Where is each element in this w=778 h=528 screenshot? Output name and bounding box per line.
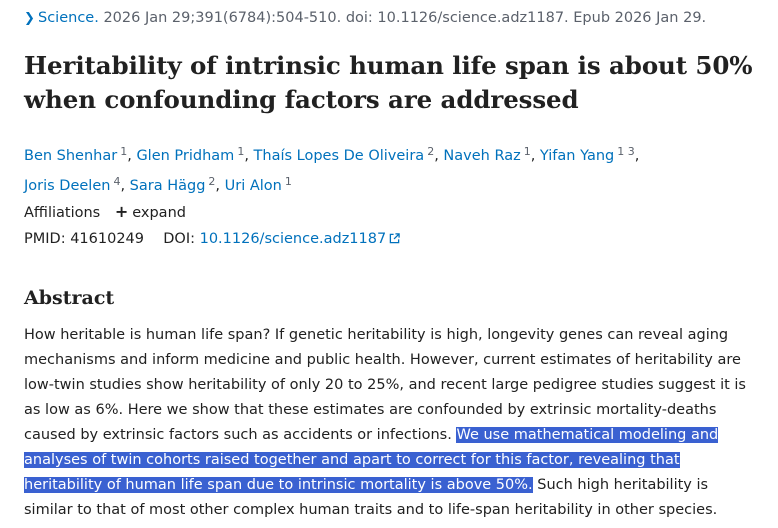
affiliation-number[interactable]: 1 — [237, 145, 245, 158]
author-link[interactable]: Joris Deelen — [24, 178, 111, 194]
citation-line: ❯ Science. 2026 Jan 29;391(6784):504-510.… — [24, 8, 706, 29]
author-item: Yifan Yang 1 3, — [539, 145, 640, 164]
chevron-right-icon[interactable]: ❯ — [24, 11, 35, 26]
expand-affiliations-button[interactable]: + expand — [114, 202, 186, 221]
author-list: Ben Shenhar 1, Glen Pridham 1, Thaís Lopes… — [24, 139, 744, 199]
author-link[interactable]: Naveh Raz — [443, 148, 521, 164]
affiliation-number[interactable]: 1 — [523, 145, 531, 158]
identifiers-row: PMID: 41610249 DOI: 10.1126/science.adz1… — [24, 229, 400, 249]
article-title: Heritability of intrinsic human life spa… — [24, 51, 753, 114]
abstract-text-before: How heritable is human life span? If gen… — [24, 327, 746, 443]
author-item: Naveh Raz 1, — [443, 145, 540, 164]
author-item: Glen Pridham 1, — [136, 145, 254, 164]
affiliation-number[interactable]: 1 — [120, 145, 128, 158]
author-link[interactable]: Thaís Lopes De Oliveira — [253, 148, 425, 164]
affiliations-label: Affiliations — [24, 205, 101, 221]
author-link[interactable]: Uri Alon — [224, 178, 282, 194]
plus-icon: + — [114, 202, 129, 221]
expand-label: expand — [132, 205, 186, 221]
affiliation-number[interactable]: 1 — [284, 175, 292, 188]
author-item: Sara Hägg 2, — [129, 175, 225, 194]
author-link[interactable]: Yifan Yang — [539, 148, 615, 164]
abstract-text-after: Such high heritability is similar to tha… — [24, 477, 718, 518]
doi-label: DOI: — [163, 231, 195, 247]
author-link[interactable]: Glen Pridham — [136, 148, 235, 164]
affiliations-row: Affiliations + expand — [24, 202, 186, 223]
journal-link[interactable]: Science. — [38, 10, 99, 26]
abstract-paragraph: How heritable is human life span? If gen… — [24, 323, 754, 523]
pmid-value: 41610249 — [70, 231, 145, 247]
affiliation-number[interactable]: 2 — [208, 175, 216, 188]
affiliation-number[interactable]: 2 — [427, 145, 435, 158]
author-item: Uri Alon 1 — [224, 175, 292, 194]
author-item: Joris Deelen 4, — [24, 175, 130, 194]
affiliation-number[interactable]: 4 — [113, 175, 121, 188]
abstract-heading: Abstract — [24, 287, 115, 309]
author-link[interactable]: Ben Shenhar — [24, 148, 118, 164]
author-link[interactable]: Sara Hägg — [129, 178, 206, 194]
pmid-label: PMID: — [24, 231, 66, 247]
affiliation-number[interactable]: 1 3 — [617, 145, 635, 158]
doi-value: 10.1126/science.adz1187 — [199, 231, 387, 247]
doi-link[interactable]: 10.1126/science.adz1187 — [200, 231, 401, 247]
author-item: Thaís Lopes De Oliveira 2, — [253, 145, 444, 164]
author-item: Ben Shenhar 1, — [24, 145, 137, 164]
external-link-icon — [389, 233, 400, 244]
citation-details: 2026 Jan 29;391(6784):504-510. doi: 10.1… — [103, 10, 707, 26]
